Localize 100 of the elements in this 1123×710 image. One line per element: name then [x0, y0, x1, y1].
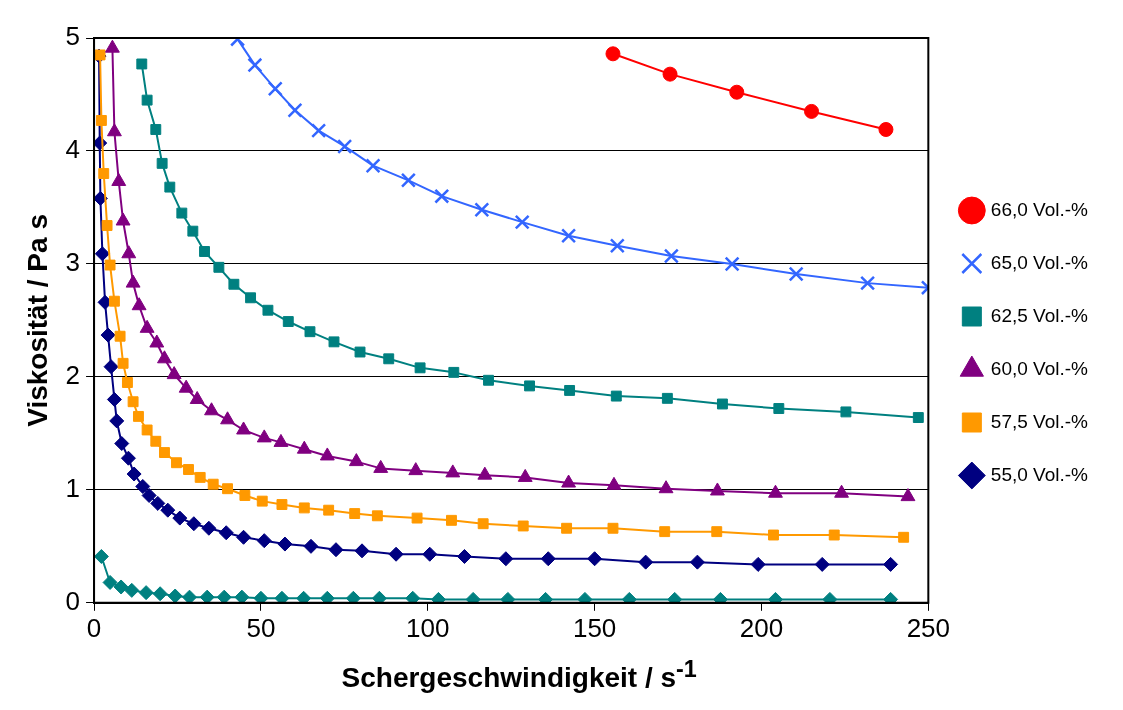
point — [606, 476, 622, 490]
point — [167, 588, 183, 603]
point — [840, 406, 852, 418]
x-tick-label: 250 — [906, 612, 951, 643]
point — [607, 522, 619, 534]
point — [141, 487, 157, 503]
point — [172, 510, 188, 526]
point — [912, 412, 924, 423]
point — [638, 554, 654, 570]
legend-label: 65,0 Vol.-% — [990, 251, 1089, 273]
point — [710, 482, 725, 496]
point — [303, 538, 319, 554]
point — [349, 508, 361, 520]
point — [115, 212, 131, 226]
point — [125, 274, 141, 288]
point — [126, 466, 142, 482]
point — [256, 429, 272, 443]
point — [422, 546, 438, 562]
point — [323, 504, 335, 516]
point — [788, 266, 804, 282]
point — [456, 548, 472, 564]
point — [296, 440, 312, 454]
point — [834, 484, 849, 498]
point — [900, 488, 916, 502]
point — [605, 46, 621, 62]
x-axis-title: Schergeschwindigkeit / s$^{-1}$ — [341, 656, 697, 695]
point — [117, 357, 129, 369]
point — [345, 590, 361, 603]
point — [106, 391, 122, 407]
point — [136, 58, 148, 70]
x-tick-label: 100 — [406, 612, 450, 643]
point — [178, 379, 194, 393]
legend-label: 57,5 Vol.-% — [990, 410, 1089, 432]
y-tick-label: 3 — [65, 247, 81, 278]
point — [247, 57, 263, 73]
point — [828, 529, 840, 541]
x-tick-label: 50 — [246, 612, 276, 643]
point — [296, 590, 312, 603]
point — [883, 556, 899, 572]
point — [348, 453, 364, 467]
point — [446, 514, 457, 526]
point — [524, 380, 535, 392]
point — [166, 366, 182, 380]
point — [103, 359, 119, 375]
point — [139, 319, 155, 333]
point — [114, 436, 130, 452]
point — [104, 259, 116, 271]
point — [150, 124, 162, 135]
point — [517, 520, 529, 532]
point — [182, 589, 197, 603]
point — [186, 516, 202, 532]
point — [160, 502, 176, 518]
point — [220, 411, 235, 425]
point — [113, 579, 129, 595]
x-tick-label: 150 — [572, 612, 617, 643]
point — [138, 585, 154, 601]
point — [187, 225, 199, 237]
point — [98, 168, 110, 179]
point — [814, 556, 830, 572]
point — [750, 556, 766, 572]
point — [371, 590, 387, 603]
point — [171, 457, 182, 469]
point — [319, 447, 335, 461]
point — [100, 327, 116, 343]
point — [373, 459, 389, 473]
point — [106, 123, 122, 137]
point — [878, 122, 894, 137]
point — [561, 522, 573, 534]
point — [199, 589, 215, 603]
point — [445, 464, 461, 478]
point — [277, 536, 293, 552]
point — [383, 353, 395, 365]
point — [768, 484, 783, 498]
point — [400, 172, 417, 188]
point — [234, 589, 250, 603]
point — [354, 346, 366, 358]
point — [276, 499, 288, 510]
point — [483, 374, 494, 386]
point — [388, 546, 404, 562]
point — [274, 590, 290, 603]
point — [517, 468, 533, 482]
legend-label: 62,5 Vol.-% — [990, 304, 1089, 326]
y-axis-title: Viskosität / Pa s — [21, 214, 53, 427]
legend-label: 55,0 Vol.-% — [990, 463, 1089, 485]
point — [95, 115, 107, 126]
point — [405, 590, 421, 603]
point — [898, 531, 910, 543]
x-tick-label: 0 — [86, 612, 102, 643]
point — [540, 551, 556, 567]
point — [201, 520, 217, 536]
point — [273, 433, 289, 447]
point — [498, 551, 514, 567]
point — [114, 330, 126, 342]
point — [514, 214, 530, 230]
point — [152, 586, 168, 602]
point — [141, 424, 153, 436]
point — [662, 66, 678, 82]
point — [204, 402, 219, 416]
point — [150, 435, 162, 447]
point — [228, 278, 240, 290]
